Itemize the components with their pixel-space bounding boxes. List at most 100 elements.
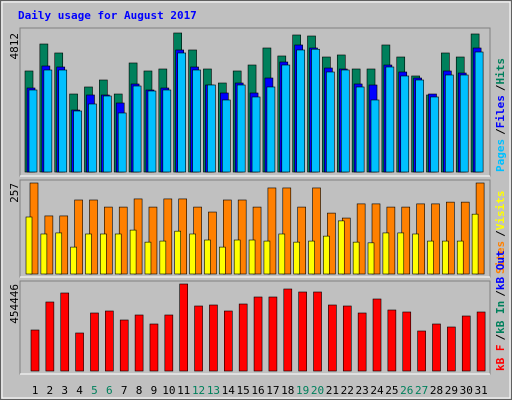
bar <box>219 246 226 275</box>
bar <box>209 304 218 372</box>
bar <box>471 213 479 275</box>
legend-entry: Visits <box>494 191 507 231</box>
bar <box>238 303 248 372</box>
bar <box>43 69 53 173</box>
x-tick-label: 18 <box>281 384 294 397</box>
bar <box>342 305 352 372</box>
x-tick-label: 26 <box>400 384 413 397</box>
bar <box>40 233 48 275</box>
bar <box>446 201 455 275</box>
bar <box>74 199 83 275</box>
bar <box>70 246 77 275</box>
x-tick-label: 14 <box>222 384 236 397</box>
bar <box>474 51 484 173</box>
bar <box>430 96 439 173</box>
bar <box>149 323 159 372</box>
bar <box>147 90 157 173</box>
x-tick-label: 24 <box>370 384 384 397</box>
bar <box>278 233 286 275</box>
x-tick-label: 4 <box>76 384 83 397</box>
legend-entry: kB F <box>494 345 507 372</box>
bar <box>117 112 127 173</box>
bar <box>402 311 412 372</box>
x-tick-label: 15 <box>237 384 250 397</box>
bar <box>356 203 366 275</box>
x-tick-label: 9 <box>151 384 158 397</box>
x-tick-label: 25 <box>385 384 398 397</box>
bar <box>461 315 471 372</box>
bar <box>28 89 38 173</box>
bar <box>417 330 426 372</box>
bar <box>340 69 350 173</box>
x-tick-label: 23 <box>356 384 369 397</box>
bar <box>385 66 395 173</box>
legend-entry: Sites <box>494 241 507 274</box>
bar <box>312 187 321 275</box>
x-tick-label: 30 <box>460 384 473 397</box>
bar <box>207 84 216 173</box>
bar <box>222 99 231 173</box>
legend-entry: kB In <box>494 301 507 334</box>
x-tick-label: 19 <box>296 384 309 397</box>
bar <box>237 199 247 275</box>
legend-separator: / <box>494 128 507 135</box>
bar <box>189 233 196 275</box>
x-tick-label: 3 <box>61 384 68 397</box>
bar <box>357 312 367 372</box>
bar <box>293 241 300 275</box>
bar <box>134 314 144 372</box>
legend-separator: / <box>494 334 507 341</box>
bar <box>30 329 40 372</box>
bar <box>326 71 335 173</box>
x-tick-label: 28 <box>430 384 443 397</box>
bar <box>427 240 434 275</box>
bar <box>372 298 382 372</box>
y-tick-label: 454446 <box>8 284 21 324</box>
legend-entry: Pages <box>494 139 507 172</box>
bar <box>129 229 137 275</box>
x-tick-label: 29 <box>445 384 458 397</box>
bar <box>75 332 84 372</box>
bar <box>456 240 464 275</box>
bar <box>297 206 306 275</box>
legend-entry: kB Out <box>494 250 507 290</box>
bar <box>223 199 232 275</box>
bar <box>179 283 188 372</box>
legend-entry: Hits <box>494 58 507 85</box>
bar <box>382 232 390 275</box>
bar <box>283 288 293 372</box>
y-tick-label: 257 <box>8 183 21 203</box>
bar <box>431 203 440 275</box>
bar <box>397 232 405 275</box>
bar <box>25 216 33 275</box>
bar <box>159 240 167 275</box>
x-tick-label: 27 <box>415 384 428 397</box>
x-tick-label: 5 <box>91 384 98 397</box>
bar <box>298 291 307 372</box>
bar <box>194 305 203 372</box>
x-tick-label: 8 <box>136 384 143 397</box>
bar <box>296 49 305 173</box>
bar <box>323 235 330 275</box>
x-tick-label: 22 <box>341 384 354 397</box>
bar <box>192 69 201 173</box>
bar <box>204 239 211 275</box>
bar <box>460 201 470 275</box>
bar <box>311 48 320 173</box>
bar <box>233 239 241 275</box>
bar <box>268 296 278 372</box>
bar <box>337 220 345 275</box>
x-tick-label: 10 <box>162 384 175 397</box>
legend-separator: / <box>494 230 507 237</box>
bar <box>236 84 246 173</box>
bar <box>114 233 122 275</box>
legend-separator: / <box>494 84 507 91</box>
bar <box>313 291 322 372</box>
x-tick-label: 31 <box>474 384 487 397</box>
bar <box>267 187 277 275</box>
x-tick-label: 7 <box>121 384 128 397</box>
bar <box>432 323 441 372</box>
bar <box>371 203 381 275</box>
bar <box>144 241 152 275</box>
